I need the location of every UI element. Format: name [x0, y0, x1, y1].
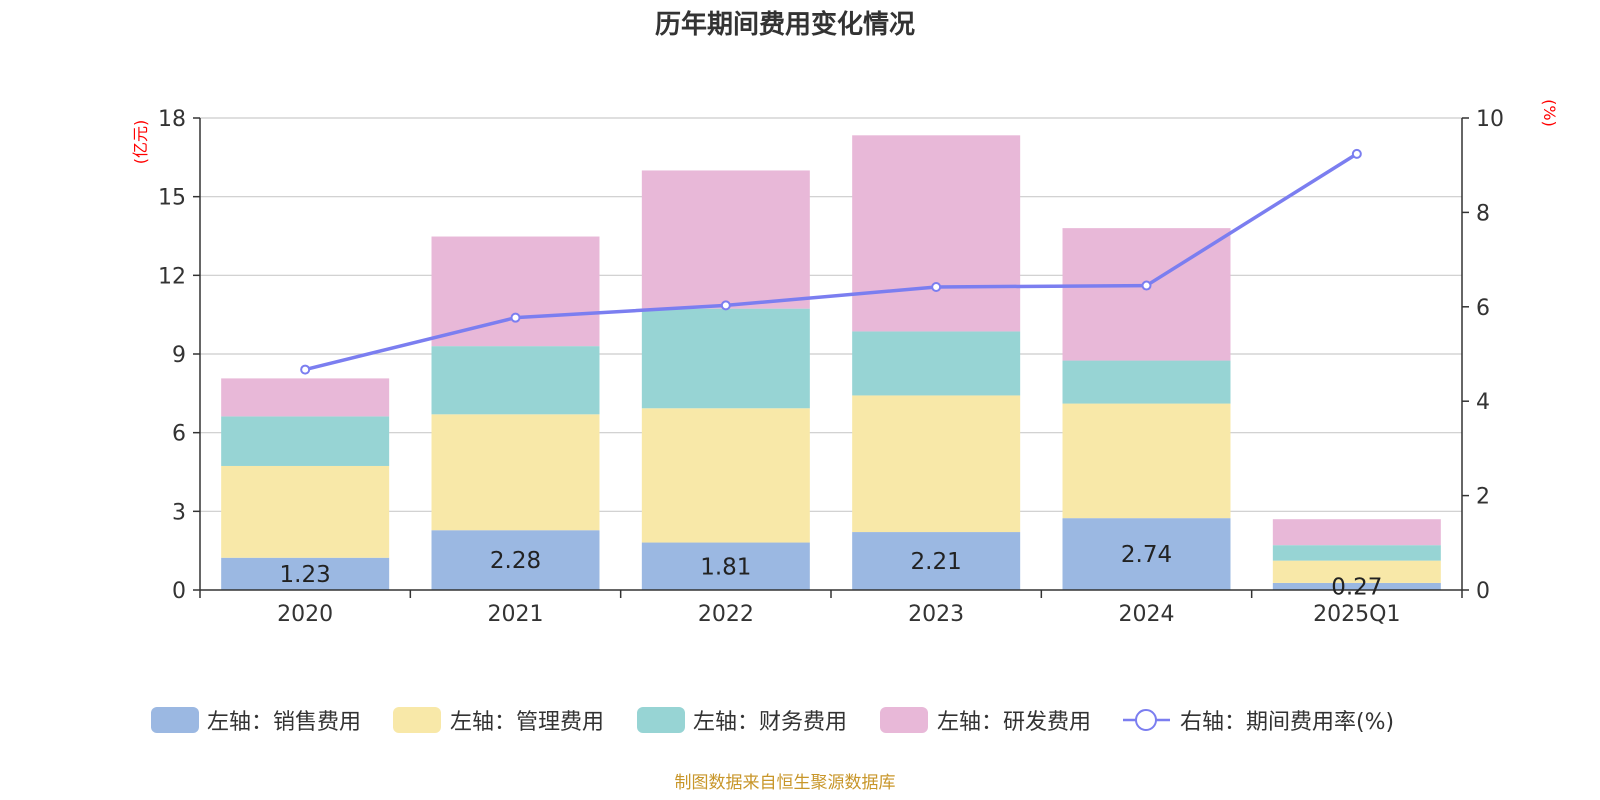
x-tick-label: 2025Q1	[1313, 602, 1400, 627]
bar-sales	[431, 530, 600, 590]
rate-point	[1141, 280, 1152, 291]
right-tick-label: 6	[1476, 296, 1490, 321]
legend-swatch-admin[interactable]	[393, 707, 441, 733]
left-axis-ticks: 0 3 6 9 12 15 18	[158, 107, 200, 604]
legend-swatch-sales[interactable]	[151, 707, 199, 733]
x-tick-label: 2021	[488, 602, 544, 627]
legend-swatch-rate-line[interactable]	[1123, 709, 1170, 731]
rate-point	[510, 312, 521, 323]
gridlines	[200, 117, 1462, 512]
bar-sales	[1062, 518, 1231, 590]
right-tick-label: 4	[1476, 390, 1490, 415]
right-axis-unit: (%)	[1540, 99, 1559, 127]
bar-admin	[1272, 560, 1441, 583]
rate-line-path	[304, 152, 1358, 372]
x-tick-label: 2023	[908, 602, 964, 627]
bar-rnd	[1272, 519, 1441, 546]
legend-label-finance[interactable]: 左轴：财务费用	[693, 710, 847, 735]
legend-label-rate[interactable]: 右轴：期间费用率(%)	[1180, 710, 1394, 735]
bar-sales	[852, 532, 1021, 590]
data-label: 2.21	[911, 549, 962, 575]
bar-rnd	[431, 236, 600, 347]
bar-finance	[641, 308, 810, 409]
legend-label-admin[interactable]: 左轴：管理费用	[450, 710, 604, 735]
bar-finance	[1062, 360, 1231, 404]
left-tick-label: 15	[158, 186, 186, 211]
legend-swatch-rnd[interactable]	[880, 707, 928, 733]
left-tick-label: 3	[172, 500, 186, 525]
bar-admin	[431, 414, 600, 531]
x-axis-ticks: 2020 2021 2022 2023 2024 2025Q1	[199, 590, 1463, 627]
source-note: 制图数据来自恒生聚源数据库	[675, 773, 896, 793]
data-label: 1.23	[280, 562, 331, 588]
right-axis-ticks: 0 2 4 6 8 10	[1462, 107, 1504, 604]
bar-admin	[852, 395, 1021, 533]
right-tick-label: 2	[1476, 485, 1490, 510]
left-tick-label: 12	[158, 264, 186, 289]
legend: 左轴：销售费用 左轴：管理费用 左轴：财务费用 左轴：研发费用 右轴：期间费用率…	[151, 707, 1394, 735]
bar-sales	[641, 542, 810, 590]
legend-swatch-finance[interactable]	[637, 707, 685, 733]
bar-rnd	[852, 135, 1021, 332]
rate-point	[1351, 148, 1362, 159]
bar-admin	[641, 408, 810, 543]
left-tick-label: 6	[172, 422, 186, 447]
chart-title: 历年期间费用变化情况	[655, 9, 915, 40]
data-label: 2.28	[490, 548, 541, 574]
data-label: 1.81	[700, 554, 751, 580]
bar-finance	[1272, 545, 1441, 561]
x-tick-label: 2020	[277, 602, 333, 627]
rate-point	[300, 364, 311, 375]
x-tick-label: 2022	[698, 602, 754, 627]
left-tick-label: 0	[172, 579, 186, 604]
left-tick-label: 9	[172, 343, 186, 368]
left-axis-unit: (亿元)	[131, 120, 150, 165]
expense-rate-line	[300, 148, 1362, 375]
right-tick-label: 8	[1476, 201, 1490, 226]
data-label: 0.27	[1331, 574, 1382, 600]
legend-label-rnd[interactable]: 左轴：研发费用	[937, 710, 1091, 735]
right-tick-label: 10	[1476, 107, 1504, 132]
rate-point	[931, 281, 942, 292]
bar-rnd	[221, 378, 390, 417]
bar-sales	[221, 557, 390, 590]
bar-rnd	[641, 170, 810, 309]
bar-finance	[431, 346, 600, 415]
x-tick-label: 2024	[1119, 602, 1175, 627]
bar-admin	[1062, 403, 1231, 519]
legend-label-sales[interactable]: 左轴：销售费用	[207, 710, 361, 735]
left-tick-label: 18	[158, 107, 186, 132]
bar-stacks	[221, 135, 1441, 590]
right-tick-label: 0	[1476, 579, 1490, 604]
bar-finance	[221, 416, 390, 466]
data-label: 2.74	[1121, 542, 1172, 568]
rate-point	[720, 300, 731, 311]
bar-admin	[221, 465, 390, 558]
sales-value-labels: 1.23 2.28 1.81 2.21 2.74 0.27	[280, 542, 1383, 600]
bar-sales	[1272, 582, 1441, 590]
bar-finance	[852, 331, 1021, 396]
